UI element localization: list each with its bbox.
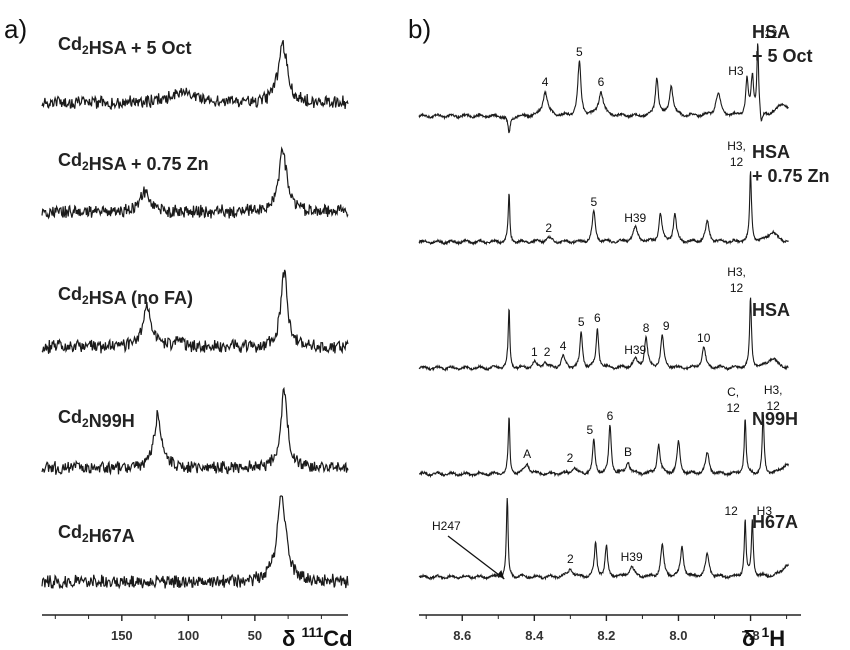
panel-b-peak-label-3-10: H3, — [727, 265, 746, 279]
panel-a-x-axis-title: δ 111Cd — [282, 624, 353, 650]
panel-b-peak-label-1-4: H3 — [728, 64, 744, 78]
panel-a-trace-title-2: Cd2HSA + 0.75 Zn — [58, 150, 209, 174]
panel-b-peak-label-5-3: 12 — [724, 504, 738, 518]
panel-b-peak-label-5-2: H39 — [621, 550, 643, 564]
panel-b-peak-label-2-3: H39 — [624, 211, 646, 225]
panel-b-peak-label-1-5: 12 — [764, 27, 778, 41]
panel-b-peak-label-5-4: H3 — [757, 504, 773, 518]
panel-a-trace-title-5: Cd2H67A — [58, 522, 135, 546]
panel-b-annotation-arrow — [447, 535, 505, 580]
panel-a-trace-3 — [41, 269, 349, 355]
panel-b-peak-label-2-1: 2 — [545, 221, 552, 235]
panel-a-trace-4 — [41, 386, 349, 476]
panel-b-peak-label-4-4: 6 — [607, 409, 614, 423]
panel-b-trace-title-3-line-1: HSA — [752, 300, 790, 320]
panel-b-peak-label-2-4: H3, — [727, 139, 746, 153]
panel-b-trace-2 — [418, 171, 789, 246]
panel-b-trace-1 — [418, 43, 789, 134]
panel-letter-b: b) — [408, 14, 431, 44]
panel-b-trace-title-4-line-1: N99H — [752, 409, 798, 429]
panel-b-peak-label-3-5: 6 — [594, 311, 601, 325]
panel-b-peak-label-4-5: B — [624, 445, 632, 459]
panel-a-trace-title-4: Cd2N99H — [58, 407, 135, 431]
panel-b-peak-label-3-9: 10 — [697, 331, 711, 345]
panel-b-peak-label-3-7: 8 — [643, 321, 650, 335]
panel-b-peak-label-4-6: C, — [727, 385, 739, 399]
panel-b-trace-4 — [419, 414, 789, 479]
panel-b-peak-label-4-3: 5 — [586, 423, 593, 437]
panel-b-peak-label-3-1: 1 — [531, 345, 538, 359]
panel-b-peak-label-5-1: 2 — [567, 552, 574, 566]
panel-b-trace-title-2-line-1: HSA — [752, 142, 790, 162]
panel-a-trace-title-3: Cd2HSA (no FA) — [58, 284, 193, 308]
panel-a-trace-title-1: Cd2HSA + 5 Oct — [58, 34, 192, 58]
panel-b-trace-title-1-line-1: HSA — [752, 22, 790, 42]
panel-a-tick-label-2: 100 — [177, 628, 199, 643]
panel-b-peak-label-3-8: 9 — [663, 319, 670, 333]
panel-b-peak-label-4-1: A — [523, 447, 531, 461]
panel-b-peak-label-4-7: 12 — [726, 401, 740, 415]
panel-b-peak-label-1-3: 6 — [598, 75, 605, 89]
panel-b-peak-label-3-2: 2 — [544, 345, 551, 359]
panel-a-tick-label-1: 150 — [111, 628, 133, 643]
panel-b-tick-label-1: 8.6 — [453, 628, 471, 643]
panel-b-peak-label-4-2: 2 — [567, 451, 574, 465]
panel-letter-a: a) — [4, 14, 27, 44]
panel-b-trace-3 — [418, 297, 789, 372]
panel-b-peak-label-1-1: 4 — [542, 75, 549, 89]
panel-a-cd111-spectra: Cd2HSA + 5 Oct Cd2HSA + 0.75 Zn Cd2HSA (no… — [41, 34, 353, 650]
panel-a-trace-2 — [41, 146, 349, 220]
panel-b-peak-label-1-2: 5 — [576, 45, 583, 59]
panel-b-trace-title-5-line-1: H67A — [752, 512, 798, 532]
panel-b-peak-label-2-2: 5 — [590, 195, 597, 209]
panel-b-peak-label-3-6: H39 — [624, 343, 646, 357]
panel-b-peak-label-3-11: 12 — [730, 281, 744, 295]
panel-b-tick-label-2: 8.4 — [525, 628, 544, 643]
panel-b-peak-label-3-4: 5 — [578, 315, 585, 329]
panel-b-tick-label-3: 8.2 — [597, 628, 615, 643]
panel-a-tick-label-3: 50 — [248, 628, 262, 643]
panel-b-tick-label-4: 8.0 — [669, 628, 687, 643]
panel-a-trace-5 — [41, 495, 349, 590]
panel-b-annotation-h247: H247 — [432, 519, 461, 533]
panel-b-annotation-arrowhead — [497, 570, 505, 579]
panel-b-peak-label-2-5: 12 — [730, 155, 744, 169]
panel-b-trace-5 — [418, 497, 789, 581]
panel-b-tick-label-5: 7.8 — [742, 628, 760, 643]
panel-a-trace-1 — [41, 39, 349, 110]
panel-b-peak-label-4-8: H3, — [764, 383, 783, 397]
panel-b-trace-title-2-line-2: + 0.75 Zn — [752, 166, 830, 186]
panel-b-peak-label-4-9: 12 — [766, 399, 780, 413]
panel-b-peak-label-3-3: 4 — [560, 339, 567, 353]
panel-b-trace-title-1-line-2: + 5 Oct — [752, 46, 813, 66]
panel-b-x-axis-title: δ 1H — [742, 624, 785, 650]
